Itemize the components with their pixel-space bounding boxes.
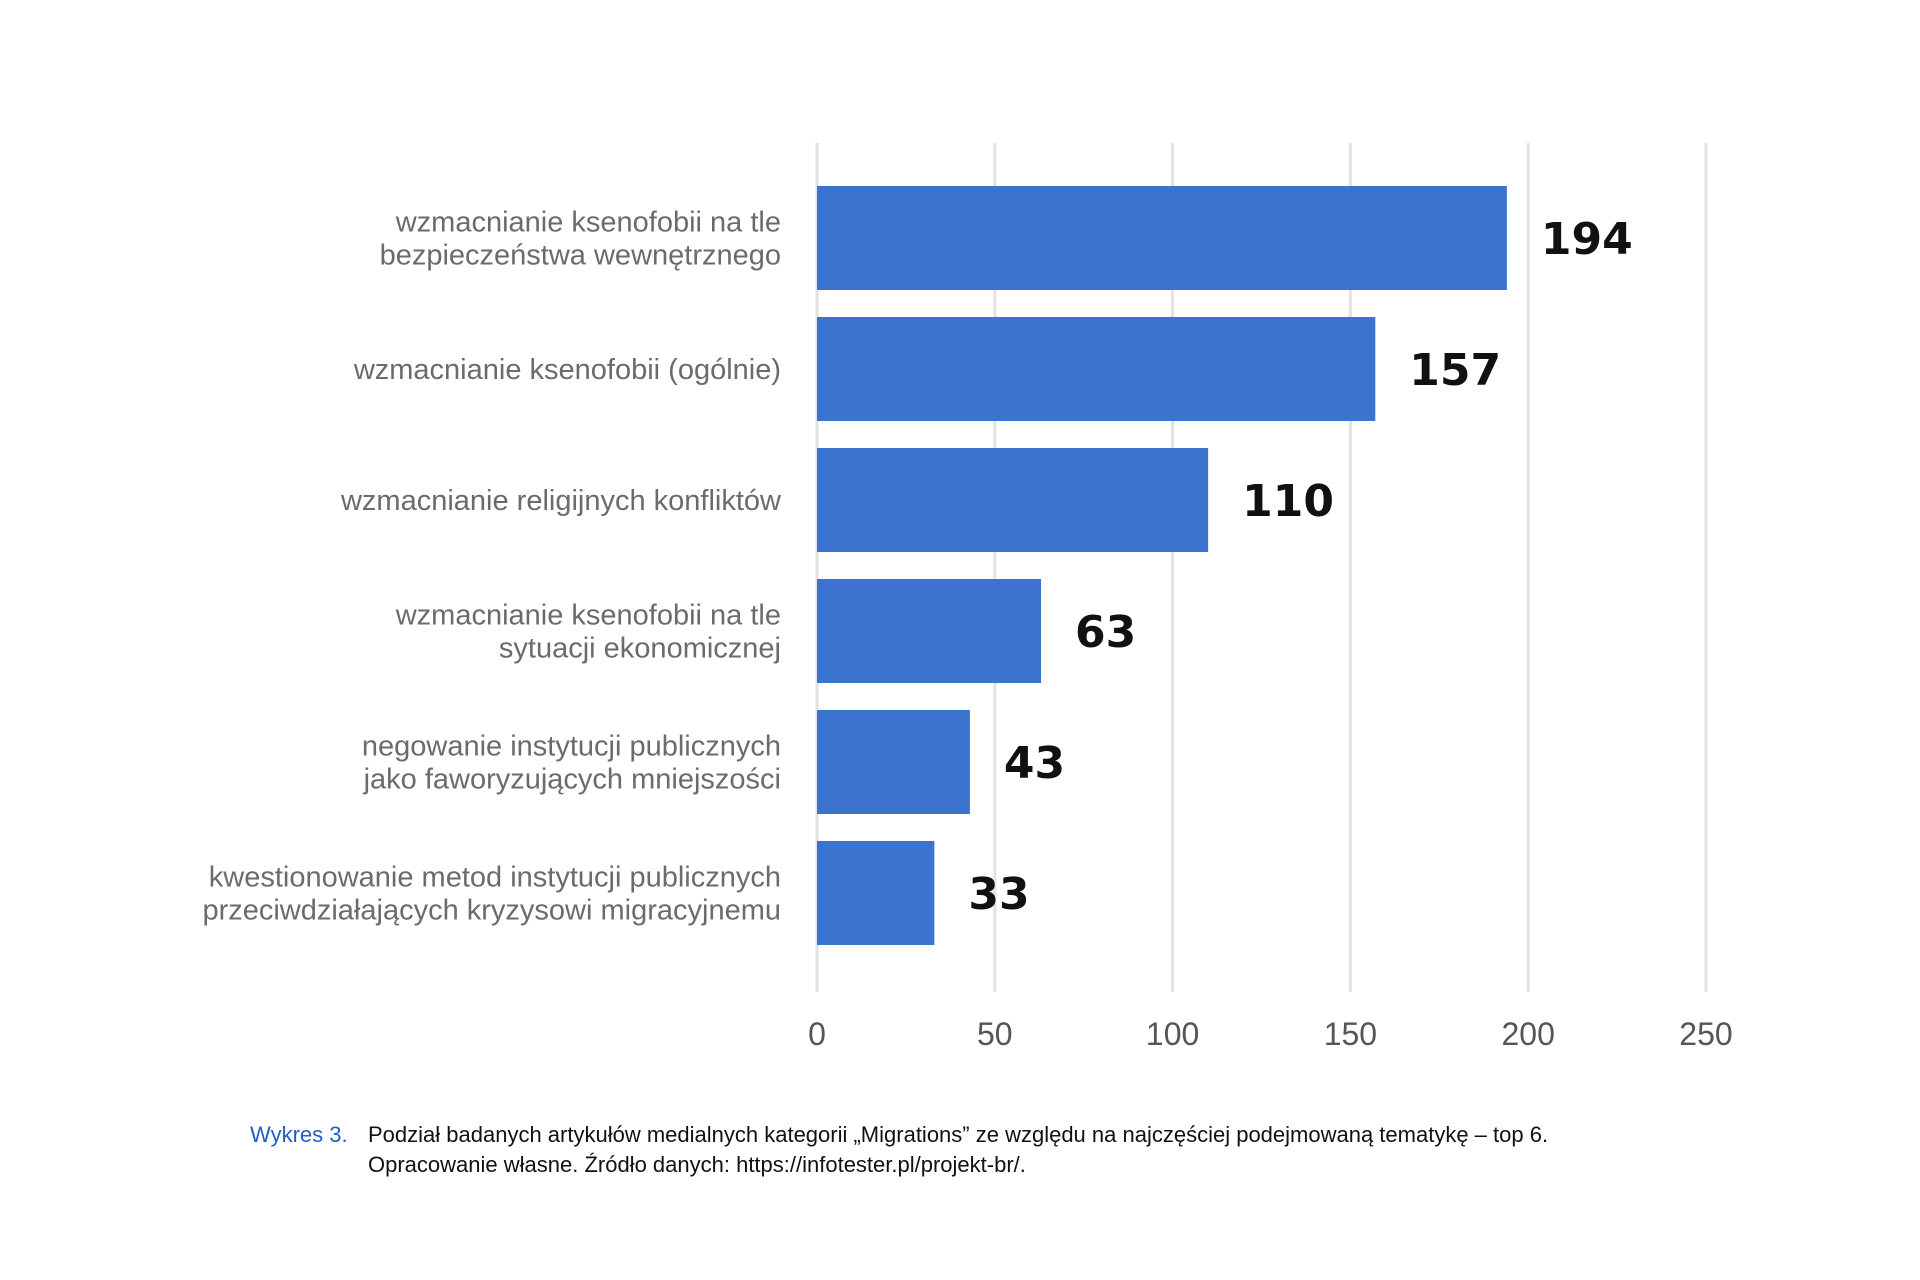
- bars: [817, 186, 1507, 945]
- bar: [817, 841, 935, 945]
- caption-prefix: Wykres 3.: [250, 1122, 348, 1147]
- bar: [817, 579, 1042, 683]
- category-label: sytuacji ekonomicznej: [499, 633, 781, 665]
- category-labels: wzmacnianie ksenofobii na tlebezpieczeńs…: [202, 207, 782, 927]
- value-labels: 194 157 110 63 43 33: [968, 214, 1632, 920]
- bar: [817, 710, 970, 814]
- caption-line-2: Opracowanie własne. Źródło danych: https…: [368, 1152, 1026, 1177]
- x-tick-label: 50: [977, 1016, 1013, 1052]
- data-label: 43: [1004, 738, 1065, 789]
- x-tick-label: 200: [1502, 1016, 1555, 1052]
- bar: [817, 448, 1209, 552]
- bar: [817, 317, 1376, 421]
- category-label: wzmacnianie ksenofobii na tle: [395, 600, 781, 632]
- category-label: przeciwdziałających kryzysowi migracyjne…: [202, 895, 781, 927]
- category-label: bezpieczeństwa wewnętrznego: [380, 240, 781, 272]
- category-label: kwestionowanie metod instytucji publiczn…: [209, 862, 781, 894]
- caption-line-1: Podział badanych artykułów medialnych ka…: [368, 1122, 1549, 1147]
- data-label: 194: [1541, 214, 1633, 265]
- data-label: 157: [1409, 345, 1501, 396]
- category-label: negowanie instytucji publicznych: [362, 731, 781, 763]
- bar: [817, 186, 1507, 290]
- category-label: jako faworyzujących mniejszości: [363, 764, 781, 796]
- x-tick-label: 100: [1146, 1016, 1199, 1052]
- x-tick-label: 0: [808, 1016, 826, 1052]
- figure-caption: Wykres 3. Podział badanych artykułów med…: [250, 1120, 1548, 1180]
- category-label: wzmacnianie ksenofobii (ogólnie): [353, 354, 781, 386]
- category-label: wzmacnianie ksenofobii na tle: [395, 207, 781, 239]
- x-axis-ticks: 0 50 100 150 200 250: [808, 1016, 1733, 1052]
- data-label: 33: [968, 869, 1029, 920]
- data-label: 63: [1075, 607, 1136, 658]
- x-tick-label: 250: [1679, 1016, 1732, 1052]
- data-label: 110: [1242, 476, 1334, 527]
- category-label: wzmacnianie religijnych konfliktów: [340, 485, 782, 517]
- x-tick-label: 150: [1324, 1016, 1377, 1052]
